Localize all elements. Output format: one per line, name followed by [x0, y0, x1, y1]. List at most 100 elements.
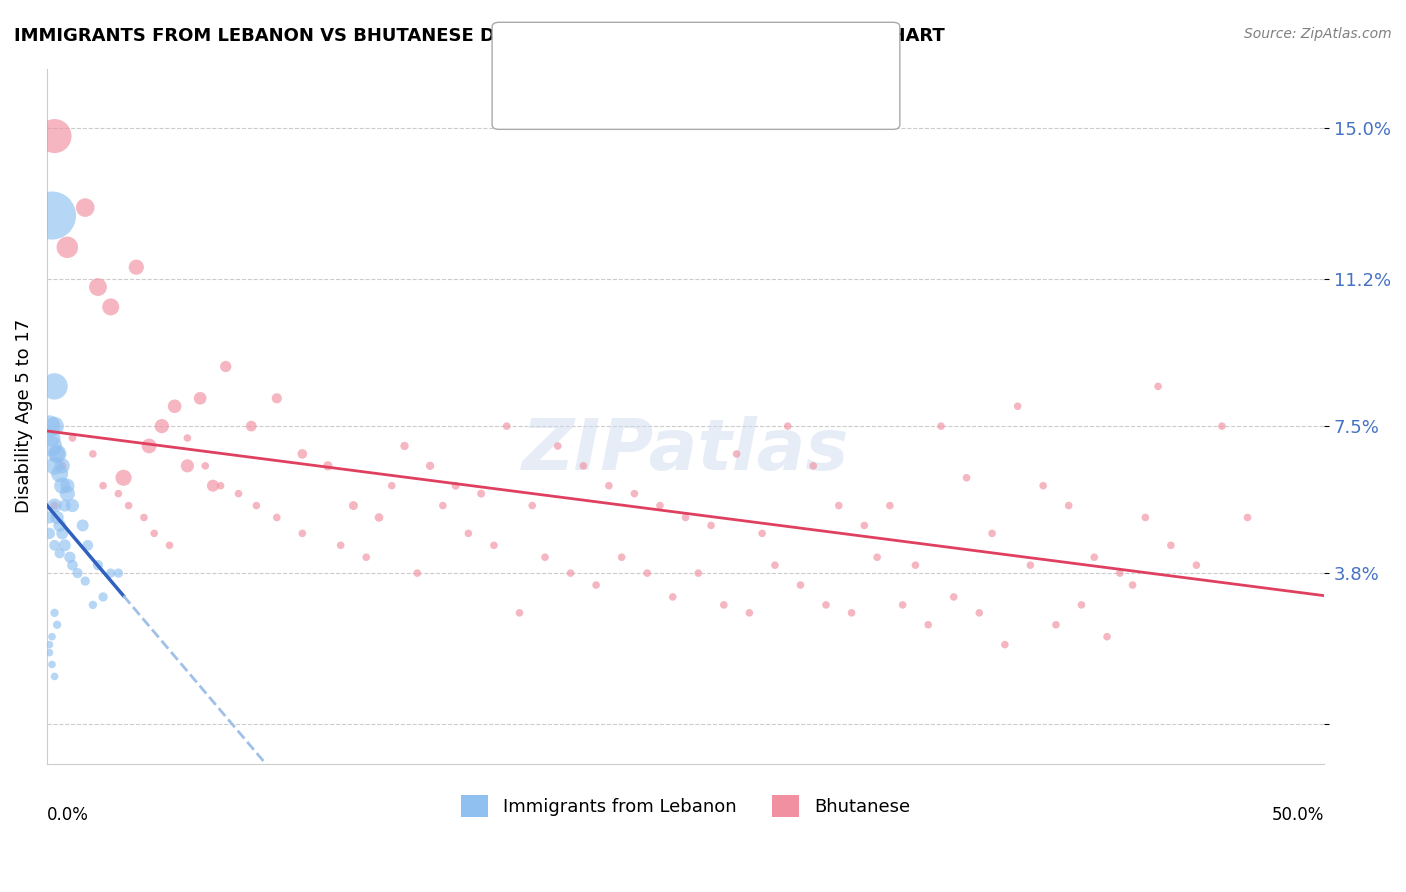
Point [44, 606, 66, 620]
Point [841, 606, 863, 620]
Text: R =  0.048   N = 104: R = 0.048 N = 104 [534, 67, 752, 85]
Point [942, 590, 965, 604]
Point [1135, 510, 1157, 524]
Point [1032, 479, 1054, 493]
Point [48, 546, 70, 560]
Point [51, 458, 73, 473]
Point [53, 499, 76, 513]
Point [1211, 419, 1233, 434]
Point [406, 566, 429, 581]
Point [51, 479, 73, 493]
Point [66, 566, 89, 581]
Point [432, 499, 454, 513]
Point [700, 518, 723, 533]
Point [48, 518, 70, 533]
Point [38, 419, 60, 434]
Text: 0.0%: 0.0% [46, 805, 89, 823]
Point [44, 129, 66, 144]
Point [240, 419, 263, 434]
Point [994, 638, 1017, 652]
Point [201, 479, 224, 493]
Point [763, 558, 786, 573]
Point [661, 590, 683, 604]
Point [82, 447, 104, 461]
Point [419, 458, 441, 473]
Point [107, 486, 129, 500]
Point [1160, 538, 1182, 552]
Point [713, 598, 735, 612]
Point [636, 566, 658, 581]
Point [62, 431, 84, 445]
Point [866, 550, 889, 565]
Point [44, 419, 66, 434]
Point [228, 486, 250, 500]
Point [1007, 399, 1029, 413]
Point [41, 431, 63, 445]
Point [751, 526, 773, 541]
Point [1019, 558, 1042, 573]
Point [56, 240, 79, 254]
Point [125, 260, 148, 275]
Point [41, 657, 63, 672]
Point [44, 499, 66, 513]
Text: R = -0.175   N =  43: R = -0.175 N = 43 [534, 40, 752, 58]
Point [56, 479, 79, 493]
Point [44, 379, 66, 393]
Point [176, 431, 198, 445]
Point [87, 280, 110, 294]
Point [547, 439, 569, 453]
Y-axis label: Disability Age 5 to 17: Disability Age 5 to 17 [15, 319, 32, 513]
Point [132, 510, 155, 524]
Point [329, 538, 352, 552]
Point [534, 550, 557, 565]
Point [610, 550, 633, 565]
Point [87, 558, 110, 573]
Point [1108, 566, 1130, 581]
Point [1045, 617, 1067, 632]
Point [46, 447, 69, 461]
Point [738, 606, 761, 620]
Point [495, 419, 517, 434]
Point [1147, 379, 1170, 393]
Point [76, 538, 98, 552]
Point [41, 630, 63, 644]
Point [41, 439, 63, 453]
Point [891, 598, 914, 612]
Point [776, 419, 799, 434]
Point [51, 458, 73, 473]
Point [91, 590, 114, 604]
Point [56, 486, 79, 500]
Point [1236, 510, 1258, 524]
Legend: Immigrants from Lebanon, Bhutanese: Immigrants from Lebanon, Bhutanese [454, 788, 917, 824]
Point [394, 439, 416, 453]
Point [138, 439, 160, 453]
Point [266, 392, 288, 406]
Text: IMMIGRANTS FROM LEBANON VS BHUTANESE DISABILITY AGE 5 TO 17 CORRELATION CHART: IMMIGRANTS FROM LEBANON VS BHUTANESE DIS… [14, 27, 945, 45]
Point [194, 458, 217, 473]
Point [188, 392, 211, 406]
Point [801, 458, 824, 473]
Point [91, 479, 114, 493]
Point [1083, 550, 1105, 565]
Point [598, 479, 620, 493]
Point [1070, 598, 1092, 612]
Point [112, 471, 135, 485]
Point [266, 510, 288, 524]
Point [789, 578, 811, 592]
Point [470, 486, 492, 500]
Point [41, 209, 63, 223]
Point [143, 526, 166, 541]
Point [100, 300, 122, 314]
Point [38, 638, 60, 652]
Point [814, 598, 837, 612]
Point [46, 617, 69, 632]
Point [1185, 558, 1208, 573]
Point [150, 419, 173, 434]
Point [572, 458, 595, 473]
Point [44, 538, 66, 552]
Point [72, 518, 94, 533]
Text: ZIPatlas: ZIPatlas [522, 417, 849, 485]
Point [879, 499, 901, 513]
Point [508, 606, 530, 620]
Point [929, 419, 952, 434]
